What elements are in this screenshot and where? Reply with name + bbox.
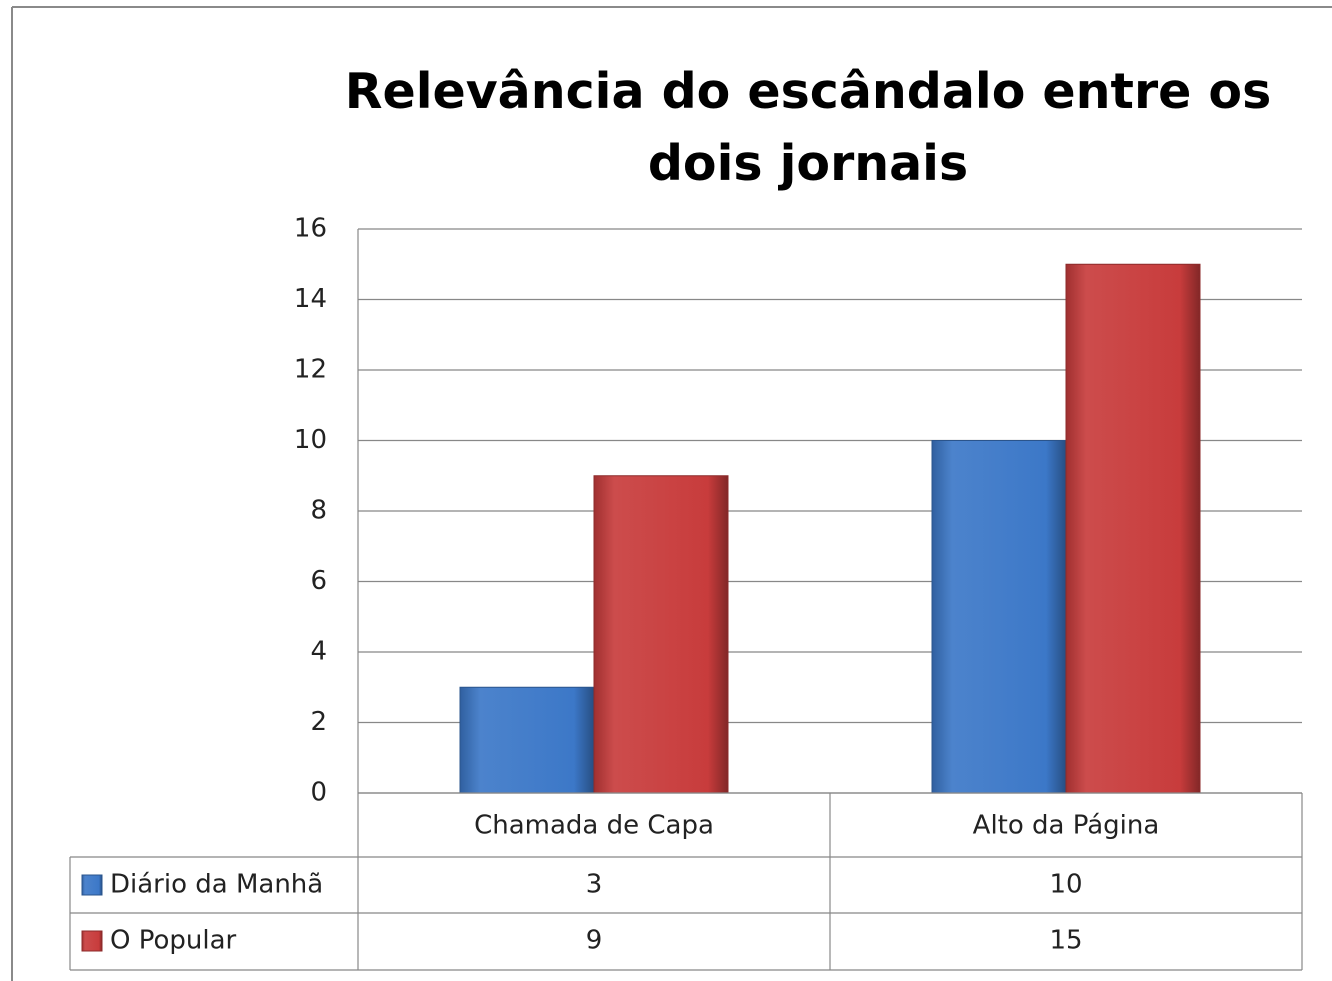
- y-tick-label: 14: [294, 284, 327, 314]
- y-tick-label: 16: [294, 214, 327, 244]
- y-tick-label: 4: [310, 637, 327, 667]
- bar: [1065, 263, 1201, 794]
- bar: [459, 686, 595, 794]
- bar: [593, 475, 729, 794]
- x-tick-label: Chamada de Capa: [474, 811, 714, 841]
- y-tick-label: 12: [294, 355, 327, 385]
- bar: [931, 440, 1067, 794]
- table-value: 15: [1049, 926, 1082, 956]
- y-tick-label: 0: [310, 778, 327, 808]
- y-tick-label: 6: [310, 566, 327, 596]
- table-value: 10: [1049, 870, 1082, 900]
- legend-key: [81, 930, 103, 952]
- x-tick-label: Alto da Página: [973, 811, 1160, 841]
- y-tick-label: 8: [310, 496, 327, 526]
- legend-key: [81, 874, 103, 896]
- legend-label: Diário da Manhã: [110, 870, 323, 900]
- table-value: 3: [586, 870, 603, 900]
- data-table: [69, 229, 1303, 971]
- y-tick-label: 2: [310, 707, 327, 737]
- y-tick-label: 10: [294, 425, 327, 455]
- table-value: 9: [586, 926, 603, 956]
- chart-title: Relevância do escândalo entre os dois jo…: [344, 63, 1272, 192]
- legend-label: O Popular: [110, 926, 237, 956]
